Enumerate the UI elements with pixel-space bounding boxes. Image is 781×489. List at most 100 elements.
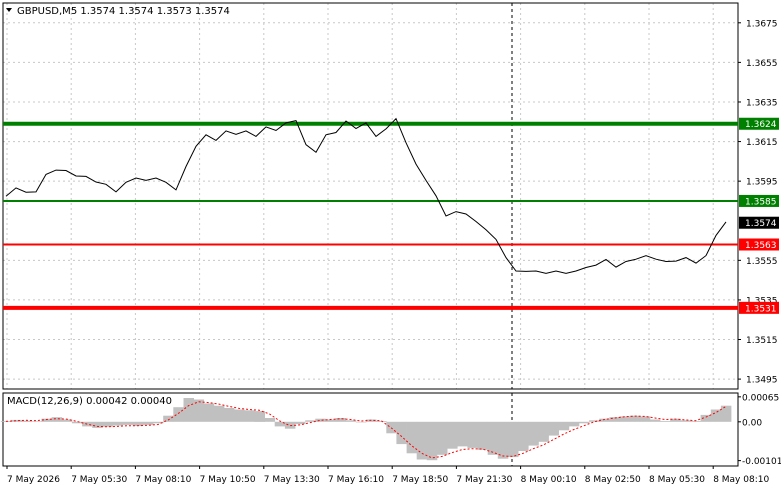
macd-bar bbox=[629, 415, 641, 422]
macd-bar bbox=[477, 421, 488, 450]
price-tick-label: 1.3675 bbox=[746, 19, 778, 29]
time-tick-label: 7 May 18:50 bbox=[392, 475, 448, 485]
price-level-tag bbox=[739, 238, 779, 251]
time-tick-label: 7 May 05:30 bbox=[71, 475, 127, 485]
price-level-tags: 1.3624 1.3585 1.3563 1.3531 1.3574 bbox=[739, 117, 779, 314]
macd-bar bbox=[173, 407, 184, 422]
macd-signal-line bbox=[5, 401, 727, 459]
price-levels bbox=[3, 121, 738, 310]
macd-bar bbox=[305, 420, 316, 422]
macd-bar bbox=[112, 421, 123, 426]
macd-bar bbox=[315, 418, 326, 422]
macd-panel[interactable]: 0.00065 0.00 -0.00101 MACD(12,26,9) 0.0004… bbox=[0, 392, 781, 467]
macd-bar bbox=[41, 418, 52, 422]
macd-bar bbox=[609, 417, 620, 422]
price-level-tag-label: 1.3563 bbox=[745, 241, 777, 251]
macd-bar bbox=[163, 415, 174, 422]
macd-bar bbox=[183, 398, 194, 422]
price-level-tag-label: 1.3585 bbox=[745, 197, 777, 207]
macd-bar bbox=[528, 421, 539, 446]
macd-bar bbox=[660, 421, 671, 422]
price-level-tag bbox=[739, 301, 779, 314]
macd-bar bbox=[457, 421, 468, 447]
price-axis: 1.3675 1.3655 1.3635 1.3615 1.3595 1.3555 1.35… bbox=[738, 19, 778, 386]
macd-bar bbox=[335, 418, 347, 422]
price-tick-label: 1.3635 bbox=[746, 98, 778, 108]
macd-bar bbox=[568, 421, 580, 427]
macd-bar bbox=[51, 417, 63, 422]
macd-bar bbox=[416, 421, 428, 460]
macd-bar bbox=[619, 416, 630, 422]
macd-bar bbox=[518, 421, 529, 451]
price-panel-frame bbox=[2, 2, 739, 390]
time-tick-label: 7 May 21:30 bbox=[456, 475, 512, 485]
current-price-tag-label: 1.3574 bbox=[745, 219, 777, 229]
macd-bar bbox=[122, 421, 134, 425]
macd-tick-label: 0.00065 bbox=[742, 393, 779, 403]
macd-caption: MACD(12,26,9) 0.00042 0.00040 bbox=[7, 396, 172, 407]
macd-bar bbox=[71, 421, 83, 424]
macd-bar bbox=[345, 420, 357, 422]
macd-bar bbox=[548, 421, 559, 436]
time-tick-label: 7 May 2026 bbox=[7, 475, 60, 485]
time-tick-label: 7 May 13:30 bbox=[264, 475, 320, 485]
macd-bar bbox=[213, 405, 225, 422]
symbol-caption: GBPUSD,M5 1.3574 1.3574 1.3573 1.3574 bbox=[17, 6, 230, 17]
time-axis: 7 May 2026 7 May 05:30 7 May 08:10 7 May 10… bbox=[6, 466, 769, 485]
time-tick-label: 8 May 08:10 bbox=[713, 475, 769, 485]
price-level-tag bbox=[739, 117, 779, 130]
macd-bar bbox=[61, 419, 73, 422]
macd-bar bbox=[467, 421, 478, 448]
macd-bar bbox=[508, 421, 519, 458]
macd-bar bbox=[710, 409, 722, 422]
macd-bar bbox=[579, 421, 590, 424]
macd-bar bbox=[264, 418, 276, 422]
macd-bar bbox=[538, 421, 549, 442]
macd-bar bbox=[21, 420, 32, 422]
macd-bar bbox=[153, 421, 164, 424]
time-tick-label: 8 May 00:10 bbox=[521, 475, 577, 485]
macd-bar bbox=[487, 421, 499, 455]
macd-bar bbox=[132, 421, 144, 426]
price-tick-label: 1.3595 bbox=[746, 178, 778, 188]
macd-bar bbox=[437, 421, 448, 455]
time-tick-label: 7 May 08:10 bbox=[135, 475, 191, 485]
macd-bar bbox=[406, 421, 418, 454]
current-price-tag bbox=[739, 216, 779, 229]
macd-bar bbox=[639, 416, 651, 422]
price-tick-label: 1.3535 bbox=[746, 296, 778, 306]
macd-bar bbox=[690, 421, 701, 422]
price-tick-label: 1.3495 bbox=[746, 376, 778, 386]
time-tick-label: 7 May 10:50 bbox=[200, 475, 256, 485]
macd-bar bbox=[203, 403, 215, 422]
macd-bar bbox=[102, 421, 113, 427]
price-tick-label: 1.3615 bbox=[746, 138, 778, 148]
macd-bar bbox=[355, 421, 367, 423]
macd-bar bbox=[82, 421, 93, 427]
macd-bar bbox=[224, 408, 235, 422]
price-tick-label: 1.3655 bbox=[746, 59, 778, 69]
time-tick-label: 8 May 02:50 bbox=[585, 475, 641, 485]
macd-bar bbox=[558, 421, 570, 431]
macd-bar bbox=[92, 421, 103, 428]
macd-bar bbox=[295, 421, 306, 425]
macd-bar bbox=[274, 421, 286, 427]
time-tick-label: 7 May 16:10 bbox=[328, 475, 384, 485]
macd-bar bbox=[447, 421, 458, 449]
price-tick-label: 1.3555 bbox=[746, 257, 778, 267]
macd-bar bbox=[680, 420, 691, 422]
macd-bar bbox=[589, 420, 600, 422]
price-line bbox=[5, 117, 727, 274]
macd-bar bbox=[599, 418, 610, 422]
macd-bar bbox=[426, 421, 438, 461]
macd-bar bbox=[670, 418, 681, 422]
price-panel[interactable]: 1.3675 1.3655 1.3635 1.3615 1.3595 1.3555 1.35… bbox=[2, 2, 779, 390]
triangle-down-icon[interactable] bbox=[6, 8, 12, 12]
macd-bar bbox=[142, 421, 154, 425]
macd-bar bbox=[254, 411, 265, 422]
macd-tick-label: -0.00101 bbox=[742, 457, 781, 467]
macd-bar bbox=[396, 421, 407, 445]
macd-bar bbox=[720, 405, 732, 422]
macd-bar bbox=[649, 419, 661, 422]
